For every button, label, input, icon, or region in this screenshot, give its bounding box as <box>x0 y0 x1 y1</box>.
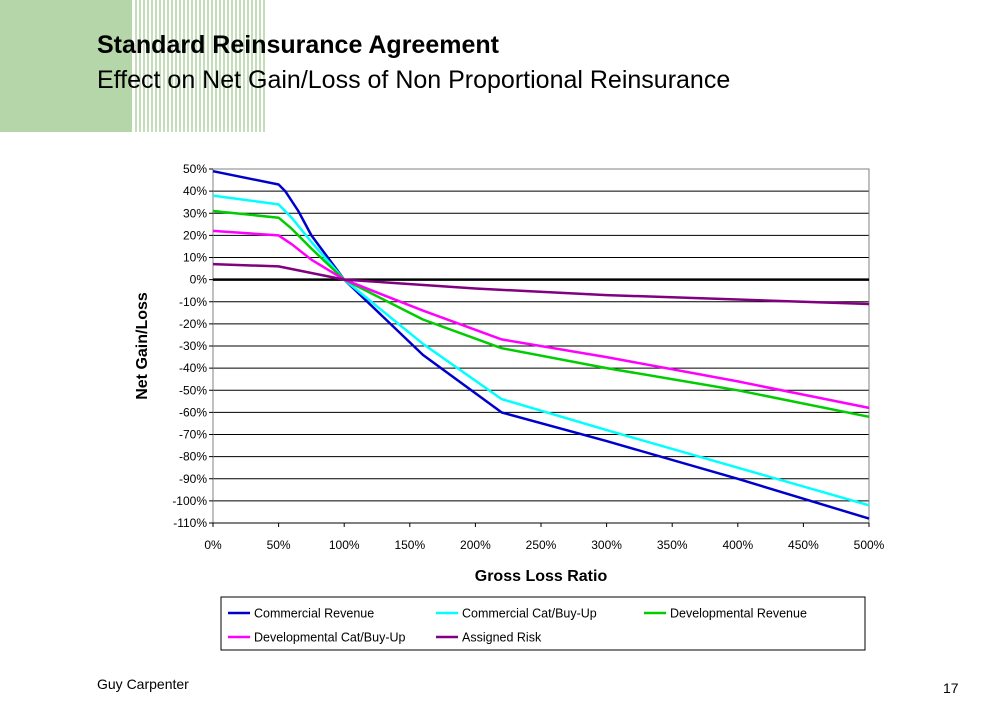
x-tick-label: 450% <box>788 538 819 552</box>
y-tick-label: 30% <box>183 206 207 220</box>
x-tick-label: 250% <box>526 538 557 552</box>
x-tick-label: 100% <box>329 538 360 552</box>
y-tick-label: 50% <box>183 162 207 176</box>
y-tick-label: -80% <box>179 450 207 464</box>
x-axis-ticks: 0% 50% 100% 150% 200% 250% 300% 350% 400% 450% 500… <box>204 522 885 552</box>
y-tick-label: 10% <box>183 251 207 265</box>
x-tick-label: 400% <box>722 538 753 552</box>
legend-label: Developmental Revenue <box>670 607 807 621</box>
stripe-lines <box>135 0 265 132</box>
page-number: 17 <box>943 680 959 696</box>
legend-label: Commercial Revenue <box>254 607 374 621</box>
y-tick-label: -10% <box>179 295 207 309</box>
x-tick-label: 150% <box>394 538 425 552</box>
x-tick-label: 300% <box>591 538 622 552</box>
accent-block <box>0 0 132 132</box>
slide-title: Standard Reinsurance Agreement <box>97 31 499 59</box>
slide-subtitle: Effect on Net Gain/Loss of Non Proportio… <box>97 66 731 94</box>
series-line-assigned-risk <box>212 262 870 306</box>
y-tick-label: -20% <box>179 317 207 331</box>
y-tick-label: 0% <box>190 273 208 287</box>
y-tick-label: -60% <box>179 405 207 419</box>
legend-label: Developmental Cat/Buy-Up <box>254 631 406 645</box>
y-tick-label: -30% <box>179 339 207 353</box>
legend-label: Assigned Risk <box>462 631 542 645</box>
y-tick-label: 40% <box>183 184 207 198</box>
y-tick-label: 20% <box>183 228 207 242</box>
decorative-stripes <box>0 0 265 132</box>
footer-company: Guy Carpenter <box>97 676 189 692</box>
y-axis-ticks: 50% 40% 30% 20% 10% 0% -10% -20% -30% -40% -50% -60… <box>172 162 213 530</box>
y-tick-label: -110% <box>173 516 207 530</box>
series-line-developmental-cat-buy-up <box>212 229 870 410</box>
series-line-commercial-cat-buy-up <box>212 194 870 507</box>
series-lines <box>212 169 870 520</box>
x-tick-label: 350% <box>657 538 688 552</box>
y-tick-label: -100% <box>172 494 207 508</box>
legend-entries: Commercial Revenue Commercial Cat/Buy-Up D… <box>228 607 807 645</box>
x-tick-label: 50% <box>267 538 291 552</box>
y-tick-label: -40% <box>179 361 207 375</box>
series-line-developmental-revenue <box>212 209 870 419</box>
legend-label: Commercial Cat/Buy-Up <box>462 607 597 621</box>
x-axis-title: Gross Loss Ratio <box>475 568 608 585</box>
y-tick-label: -70% <box>179 428 207 442</box>
x-tick-label: 0% <box>204 538 222 552</box>
y-tick-label: -90% <box>179 472 207 486</box>
legend <box>220 596 866 651</box>
y-tick-label: -50% <box>179 383 207 397</box>
x-tick-label: 500% <box>854 538 885 552</box>
x-tick-label: 200% <box>460 538 491 552</box>
y-axis-title: Net Gain/Loss <box>134 292 151 400</box>
